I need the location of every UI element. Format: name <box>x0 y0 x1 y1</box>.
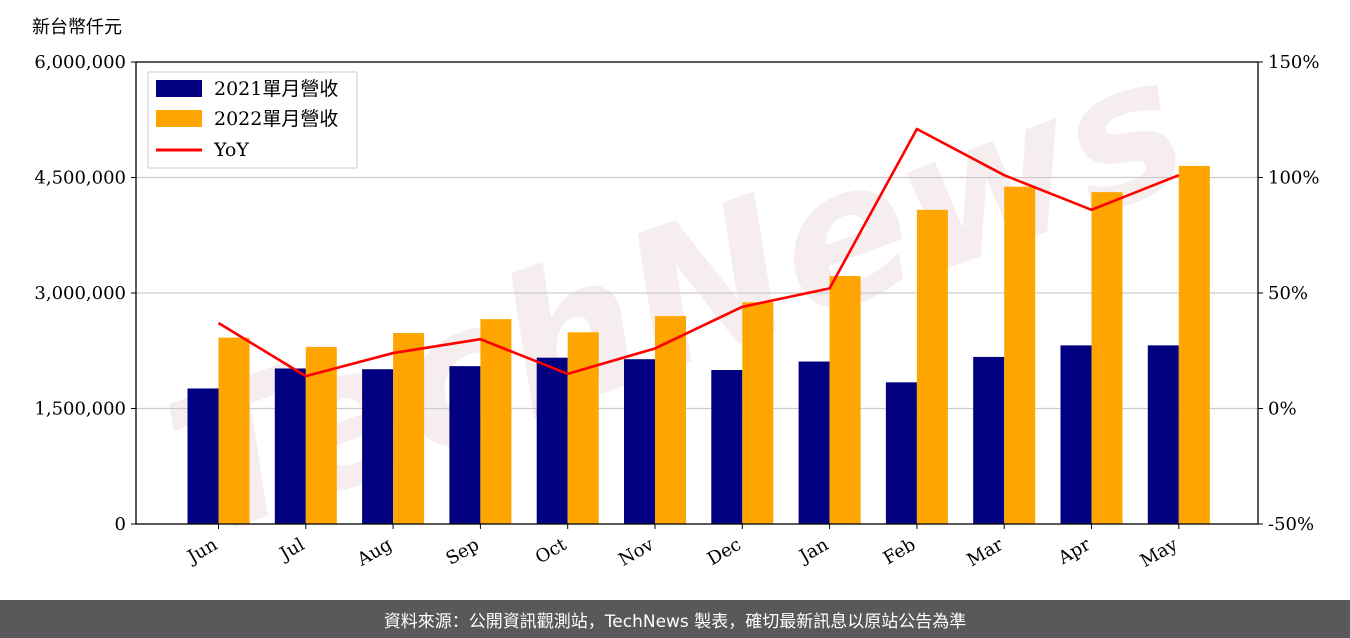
x-tick-label-dec: Dec <box>704 534 745 570</box>
left-tick-label: 3,000,000 <box>34 283 126 304</box>
left-tick-label: 4,500,000 <box>34 168 126 189</box>
yoy-line-group <box>217 127 1180 378</box>
bar-2022-mar <box>1004 186 1036 525</box>
bar-2022-jun <box>218 337 250 524</box>
bar-2021-oct <box>536 357 568 524</box>
left-tick-label: 6,000,000 <box>34 52 126 73</box>
legend: 2021單月營收 2022單月營收 YoY <box>147 71 358 169</box>
x-tick-label-nov: Nov <box>615 534 658 571</box>
bar-2022-jul <box>305 346 337 524</box>
left-tick-label: 1,500,000 <box>34 399 126 420</box>
bar-2022-nov <box>655 316 686 524</box>
unit-label: 新台幣仟元 <box>32 17 122 38</box>
x-tick-label-jan: Jan <box>794 534 832 568</box>
bar-2022-sep <box>480 319 512 524</box>
yoy-line <box>217 127 1180 378</box>
right-tick-label: -50% <box>1268 514 1314 535</box>
bar-2021-mar <box>973 356 1005 524</box>
footer-source-note: 資料來源：公開資訊觀測站，TechNews 製表，確切最新訊息以原站公告為準 <box>0 600 1350 638</box>
legend-swatch-2022 <box>156 110 202 127</box>
bar-2021-jun <box>187 388 219 524</box>
right-tick-label: 0% <box>1268 399 1297 420</box>
right-tick-label: 50% <box>1268 283 1308 304</box>
x-tick-label-feb: Feb <box>880 534 920 569</box>
x-tick-label-aug: Aug <box>353 534 396 571</box>
bar-2021-sep <box>449 366 481 524</box>
bar-2021-feb <box>885 382 917 524</box>
right-tick-label: 100% <box>1268 168 1319 189</box>
bar-2022-apr <box>1091 192 1123 524</box>
bar-2021-jan <box>798 361 830 524</box>
legend-label-2021: 2021單月營收 <box>214 78 338 100</box>
legend-swatch-2021 <box>156 80 202 97</box>
bar-2022-oct <box>567 332 599 524</box>
bar-2021-nov <box>624 359 655 524</box>
x-tick-label-may: May <box>1137 534 1182 572</box>
right-tick-label: 150% <box>1268 52 1319 73</box>
legend-label-2022: 2022單月營收 <box>214 108 338 130</box>
x-tick-label-mar: Mar <box>963 534 1007 571</box>
x-tick-label-sep: Sep <box>443 534 483 569</box>
bar-2022-feb <box>916 209 948 524</box>
bar-2021-may <box>1147 345 1179 524</box>
left-tick-label: 0 <box>115 514 126 535</box>
x-tick-label-apr: Apr <box>1054 534 1094 569</box>
x-tick-label-oct: Oct <box>532 534 571 569</box>
bars <box>187 165 1210 525</box>
bar-2021-dec <box>711 370 743 524</box>
bar-2022-may <box>1178 165 1210 524</box>
bar-2021-jul <box>274 368 306 524</box>
bar-2022-aug <box>393 333 425 524</box>
bar-2022-dec <box>742 302 774 524</box>
bar-2022-jan <box>829 276 861 524</box>
legend-label-yoy: YoY <box>213 139 249 161</box>
chart: TechNews 01,500,0003,000,0004,500,0006,0… <box>32 12 1319 582</box>
bar-2021-apr <box>1060 345 1092 524</box>
bar-2021-aug <box>362 369 394 524</box>
